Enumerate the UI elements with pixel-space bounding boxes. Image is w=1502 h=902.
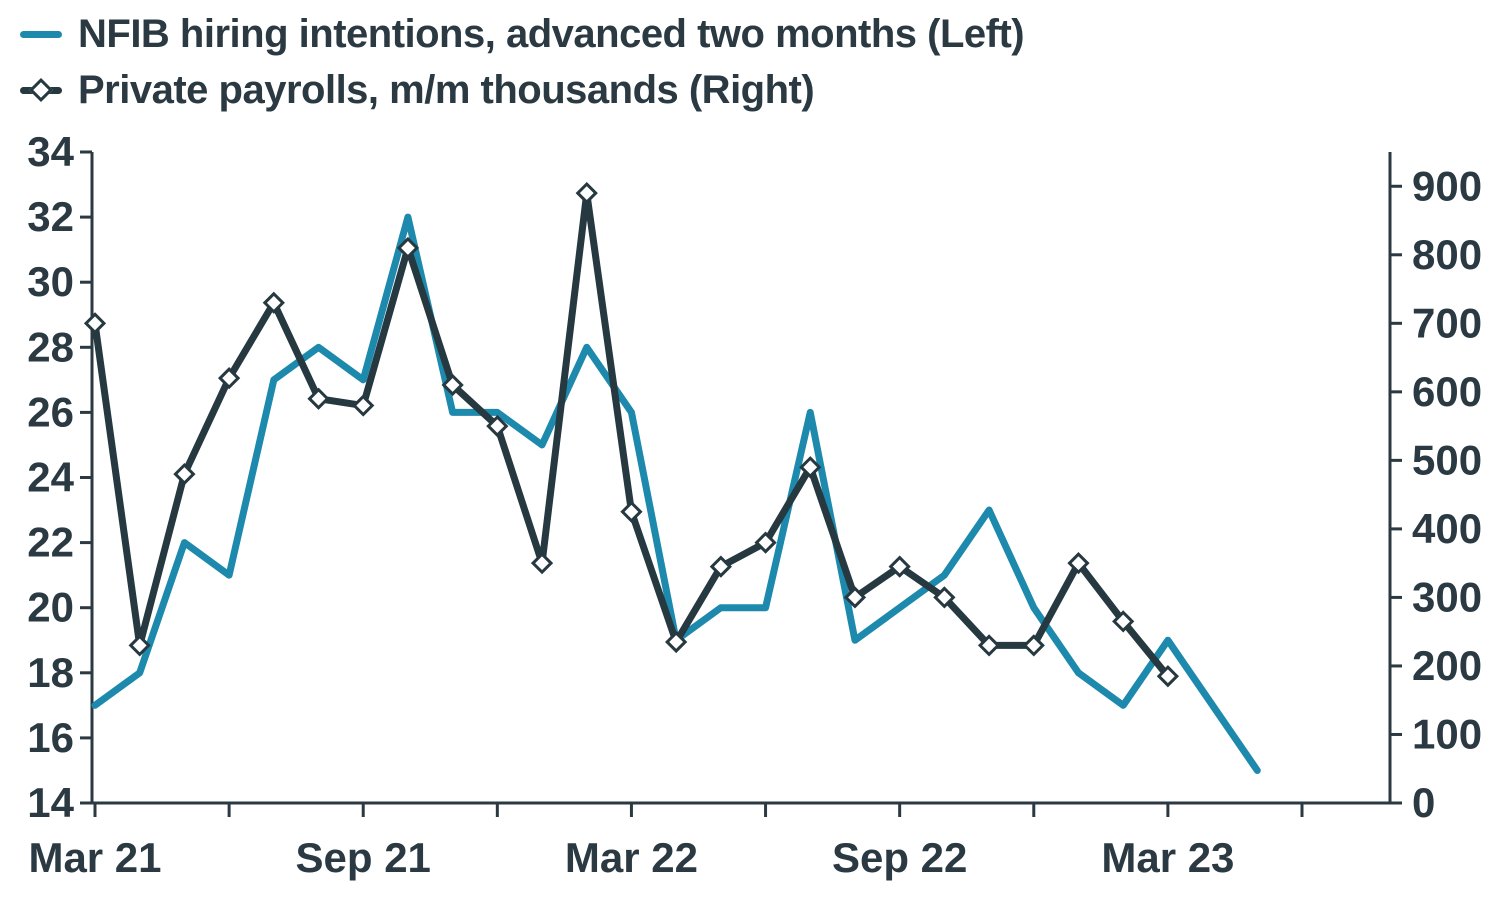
payrolls-point-marker <box>977 634 1001 657</box>
chart-legend: NFIB hiring intentions, advanced two mon… <box>20 6 1025 118</box>
right-axis-tick-label: 400 <box>1412 505 1482 552</box>
payrolls-point-marker <box>888 555 911 578</box>
payrolls-point-marker <box>1067 552 1090 575</box>
left-axis-tick-label: 18 <box>27 649 74 696</box>
payrolls-point-marker <box>396 236 420 260</box>
left-axis-tick-label: 28 <box>27 323 74 370</box>
payrolls-line-swatch <box>20 77 62 103</box>
left-axis-tick-label: 32 <box>27 193 74 240</box>
payrolls-point-marker <box>173 462 196 486</box>
right-axis-tick-label: 200 <box>1412 642 1482 689</box>
payrolls-point-marker <box>665 630 688 654</box>
left-axis-tick-label: 26 <box>27 388 74 435</box>
x-axis-tick-label: Mar 23 <box>1101 834 1234 881</box>
payrolls-point-marker <box>754 531 777 554</box>
left-axis-tick-label: 22 <box>27 519 74 566</box>
payrolls-point-marker <box>620 500 643 523</box>
payrolls-point-marker <box>1022 634 1045 657</box>
left-axis-tick-label: 14 <box>27 779 74 826</box>
x-axis-tick-label: Sep 21 <box>296 834 431 881</box>
right-axis-tick-label: 800 <box>1412 231 1482 278</box>
payrolls-point-marker <box>441 373 464 397</box>
payrolls-line <box>91 189 1172 680</box>
legend-label-payrolls: Private payrolls, m/m thousands (Right) <box>78 68 815 112</box>
payrolls-point-marker <box>217 367 241 390</box>
payrolls-point-marker <box>307 387 330 410</box>
left-axis-tick-label: 34 <box>27 128 74 175</box>
left-axis-tick-label: 16 <box>27 714 74 761</box>
diamond-marker-icon <box>28 77 54 103</box>
left-axis-tick-label: 24 <box>27 454 74 501</box>
payrolls-point-marker <box>530 552 554 575</box>
right-axis-tick-label: 300 <box>1412 573 1482 620</box>
payrolls-point-marker <box>262 291 285 314</box>
x-axis-tick-label: Sep 22 <box>832 834 967 881</box>
left-axis-tick-label: 20 <box>27 584 74 631</box>
legend-label-nfib: NFIB hiring intentions, advanced two mon… <box>78 12 1025 56</box>
right-axis-tick-label: 500 <box>1412 436 1482 483</box>
payrolls-point-marker <box>709 555 732 578</box>
right-axis-tick-label: 600 <box>1412 368 1482 415</box>
right-axis-tick-label: 900 <box>1412 162 1482 209</box>
nfib-line-swatch <box>20 30 62 38</box>
payrolls-point-marker <box>1156 665 1180 688</box>
x-axis-tick-label: Mar 21 <box>28 834 161 881</box>
payrolls-point-marker <box>933 586 956 609</box>
payrolls-point-marker <box>799 456 822 479</box>
payrolls-point-marker <box>128 634 151 657</box>
left-axis-tick-label: 30 <box>27 258 74 305</box>
right-axis-tick-label: 700 <box>1412 299 1482 346</box>
payrolls-point-marker <box>575 181 598 205</box>
payrolls-point-marker <box>486 414 509 438</box>
payrolls-point-marker <box>352 394 375 417</box>
x-axis-tick-label: Mar 22 <box>565 834 698 881</box>
right-axis-tick-label: 0 <box>1412 779 1435 826</box>
legend-item-payrolls: Private payrolls, m/m thousands (Right) <box>20 62 1024 118</box>
legend-item-nfib: NFIB hiring intentions, advanced two mon… <box>20 6 1025 62</box>
right-axis-tick-label: 100 <box>1412 710 1482 757</box>
payrolls-point-marker <box>1112 610 1135 633</box>
payrolls-point-marker <box>83 312 107 335</box>
payrolls-point-marker <box>843 586 867 609</box>
